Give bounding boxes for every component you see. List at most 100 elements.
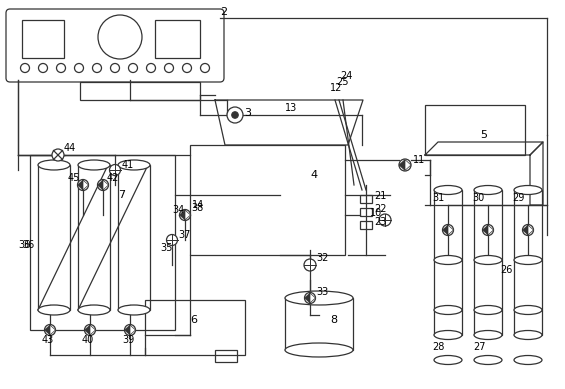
Circle shape [442, 224, 454, 235]
Polygon shape [45, 325, 50, 335]
Circle shape [227, 107, 243, 123]
Polygon shape [399, 159, 405, 170]
Ellipse shape [118, 160, 150, 170]
Text: 7: 7 [118, 190, 125, 200]
Text: 33: 33 [316, 287, 328, 297]
Polygon shape [185, 210, 190, 220]
Ellipse shape [514, 186, 542, 194]
Polygon shape [83, 180, 89, 190]
Text: 23: 23 [374, 217, 386, 227]
Circle shape [75, 63, 84, 72]
Text: 24: 24 [340, 71, 353, 81]
Polygon shape [448, 225, 454, 235]
Circle shape [20, 63, 29, 72]
Bar [80, 82, 200, 100]
Ellipse shape [434, 256, 462, 265]
Polygon shape [103, 180, 108, 190]
Text: 4: 4 [310, 170, 317, 180]
Circle shape [85, 324, 95, 335]
Bar [215, 350, 237, 362]
Bar [155, 20, 200, 58]
Bar [78, 165, 110, 310]
Circle shape [77, 179, 89, 191]
Text: 35: 35 [160, 243, 172, 253]
Circle shape [111, 63, 120, 72]
Ellipse shape [474, 331, 502, 340]
Polygon shape [98, 180, 103, 190]
Text: 45: 45 [68, 173, 80, 183]
Ellipse shape [514, 331, 542, 340]
Text: 13: 13 [285, 103, 297, 113]
Bar [474, 190, 502, 310]
Ellipse shape [474, 305, 502, 314]
Polygon shape [310, 293, 315, 303]
Circle shape [98, 15, 142, 59]
Ellipse shape [434, 186, 462, 194]
Ellipse shape [78, 160, 110, 170]
Ellipse shape [434, 356, 462, 364]
Text: 30: 30 [472, 193, 484, 203]
Circle shape [483, 224, 493, 235]
Circle shape [93, 63, 102, 72]
Circle shape [201, 63, 210, 72]
Text: 29: 29 [512, 193, 524, 203]
Polygon shape [483, 225, 488, 235]
Ellipse shape [474, 256, 502, 265]
Text: 28: 28 [432, 342, 445, 352]
Bar [118, 165, 150, 310]
Text: 37: 37 [178, 230, 190, 240]
Text: 34: 34 [172, 205, 184, 215]
Text: 39: 39 [122, 335, 134, 345]
Polygon shape [130, 325, 136, 335]
Bar [514, 190, 542, 310]
Bar [434, 310, 462, 335]
Text: 43: 43 [42, 335, 54, 345]
Polygon shape [305, 293, 310, 303]
Polygon shape [442, 225, 448, 235]
Polygon shape [124, 325, 130, 335]
Circle shape [305, 293, 315, 303]
Text: 8: 8 [330, 315, 337, 325]
Ellipse shape [474, 356, 502, 364]
Ellipse shape [514, 305, 542, 314]
Polygon shape [523, 225, 528, 235]
Circle shape [38, 63, 47, 72]
Polygon shape [528, 225, 533, 235]
Text: 12: 12 [330, 83, 342, 93]
Circle shape [52, 149, 64, 161]
Ellipse shape [474, 186, 502, 194]
Text: 3: 3 [244, 108, 251, 118]
Polygon shape [180, 210, 185, 220]
Bar [425, 105, 525, 155]
Ellipse shape [434, 331, 462, 340]
Bar [22, 20, 64, 58]
Polygon shape [488, 225, 493, 235]
Ellipse shape [434, 305, 462, 314]
Text: 31: 31 [432, 193, 444, 203]
Polygon shape [77, 180, 83, 190]
Ellipse shape [78, 305, 110, 315]
Text: 21: 21 [374, 191, 386, 201]
Ellipse shape [514, 256, 542, 265]
Text: 2: 2 [220, 7, 227, 17]
Text: 27: 27 [473, 342, 485, 352]
Bar [360, 208, 372, 216]
Ellipse shape [38, 305, 70, 315]
Polygon shape [85, 325, 90, 335]
Text: 32: 32 [316, 253, 328, 263]
FancyBboxPatch shape [6, 9, 224, 82]
Ellipse shape [285, 343, 353, 357]
Bar [360, 221, 372, 229]
Text: 14: 14 [192, 200, 205, 210]
Bar [30, 155, 175, 330]
Bar [145, 300, 245, 355]
Text: 40: 40 [82, 335, 94, 345]
Ellipse shape [38, 160, 70, 170]
Polygon shape [50, 325, 55, 335]
Circle shape [56, 63, 66, 72]
Text: 5: 5 [480, 130, 487, 140]
Text: 6: 6 [190, 315, 197, 325]
Circle shape [167, 235, 177, 245]
Polygon shape [405, 159, 411, 170]
Bar [360, 195, 372, 203]
